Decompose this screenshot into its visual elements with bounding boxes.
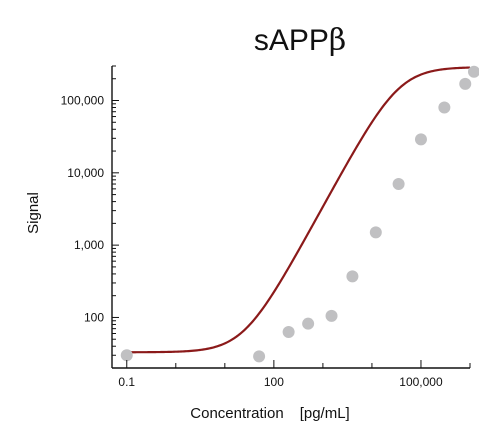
fit-curve — [126, 66, 471, 354]
x-axis-label-text: Concentration — [190, 405, 283, 422]
data-point — [120, 349, 133, 362]
data-point — [346, 270, 359, 283]
y-axis-label: Signal — [25, 192, 42, 234]
data-point — [302, 317, 315, 330]
plot-area: 100 1,000 10,000 100,000 0.1 100 100,000 — [61, 65, 479, 389]
x-axis-unit: [pg/mL] — [300, 405, 350, 422]
y-tick-label: 100 — [84, 310, 104, 324]
y-tick-label: 1,000 — [74, 238, 104, 252]
data-point — [438, 101, 451, 114]
chart-title-text: sAPP — [254, 24, 329, 57]
data-point — [253, 350, 266, 363]
data-point — [325, 309, 338, 322]
x-tick-label: 0.1 — [118, 375, 135, 389]
data-point — [468, 65, 479, 78]
data-point — [414, 133, 427, 146]
data-point — [459, 77, 472, 90]
y-tick-label: 100,000 — [61, 94, 105, 108]
data-point — [369, 226, 382, 239]
x-tick-label: 100,000 — [399, 375, 443, 389]
data-point — [282, 325, 295, 338]
data-point — [392, 178, 405, 191]
chart-title-symbol: β — [329, 23, 346, 58]
chart-title: sAPPβ — [254, 23, 346, 58]
x-tick-label: 100 — [264, 375, 284, 389]
x-axis-label: Concentration [pg/mL] — [190, 405, 349, 422]
y-tick-label: 10,000 — [67, 166, 104, 180]
